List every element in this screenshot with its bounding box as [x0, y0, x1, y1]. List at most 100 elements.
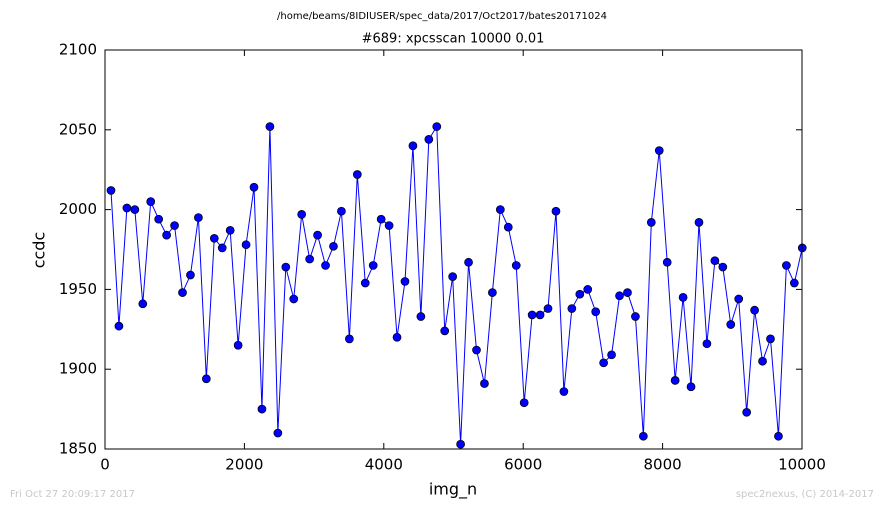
- data-point: [567, 304, 577, 313]
- data-point: [702, 339, 712, 349]
- credit: spec2nexus, (C) 2014-2017: [736, 489, 874, 500]
- data-point: [305, 254, 314, 264]
- data-point: [758, 356, 767, 366]
- data-point: [170, 221, 179, 230]
- data-point: [472, 345, 481, 355]
- data-point: [233, 340, 243, 350]
- data-point: [432, 122, 442, 131]
- data-point: [360, 278, 370, 288]
- data-point: [789, 278, 799, 288]
- data-point: [337, 206, 346, 216]
- data-point: [766, 334, 775, 344]
- y-axis-label: ccdc: [30, 232, 49, 269]
- y-tick-label: 2000: [59, 200, 97, 218]
- data-point: [281, 262, 291, 272]
- data-point: [297, 210, 307, 219]
- data-point: [615, 291, 624, 301]
- data-point: [416, 312, 426, 321]
- data-point: [408, 141, 418, 151]
- data-point: [186, 270, 195, 280]
- data-point: [440, 326, 450, 336]
- data-point: [710, 256, 720, 266]
- data-point: [114, 321, 124, 331]
- chart-title: /home/beams/8IDIUSER/spec_data/2017/Oct2…: [277, 11, 607, 22]
- x-axis-label: img_n: [429, 480, 477, 500]
- y-tick-label: 2050: [59, 120, 97, 138]
- data-point: [265, 122, 275, 131]
- data-point: [201, 374, 211, 384]
- data-point: [591, 307, 601, 317]
- x-tick-label: 8000: [644, 456, 682, 474]
- x-tick-label: 2000: [225, 456, 263, 474]
- data-point: [345, 334, 354, 344]
- data-point: [329, 241, 338, 251]
- data-point: [154, 214, 164, 224]
- data-point: [654, 146, 664, 155]
- data-point: [122, 203, 132, 213]
- data-point: [583, 285, 593, 294]
- data-point: [734, 294, 744, 304]
- data-point: [639, 431, 648, 441]
- data-point: [130, 205, 140, 214]
- data-point: [782, 261, 791, 270]
- data-point: [607, 350, 616, 360]
- data-point: [750, 305, 759, 315]
- plot-frame: [104, 49, 803, 450]
- data-point: [559, 387, 569, 396]
- data-point: [456, 439, 465, 449]
- data-point: [480, 379, 489, 388]
- data-point: [686, 382, 696, 392]
- data-point: [257, 404, 267, 414]
- data-point: [392, 332, 402, 342]
- data-point: [241, 240, 251, 250]
- data-point: [623, 288, 632, 297]
- data-point: [543, 304, 553, 313]
- data-point: [400, 277, 410, 286]
- data-point: [742, 407, 752, 417]
- data-point: [646, 218, 656, 227]
- data-line: [110, 124, 803, 445]
- data-point: [273, 428, 283, 438]
- data-point: [670, 376, 680, 385]
- y-tick-label: 1900: [59, 360, 97, 378]
- data-point: [718, 262, 728, 272]
- data-point: [384, 221, 394, 230]
- data-point: [225, 225, 235, 235]
- timestamp: Fri Oct 27 20:09:17 2017: [10, 489, 135, 500]
- data-point: [599, 358, 608, 368]
- data-point: [726, 320, 736, 329]
- data-point: [138, 299, 148, 309]
- data-point: [424, 135, 434, 144]
- y-tick-label: 2100: [59, 41, 97, 59]
- y-tick-label: 1850: [59, 440, 97, 458]
- x-tick-label: 6000: [504, 456, 542, 474]
- data-point: [495, 205, 505, 214]
- data-point: [289, 294, 299, 304]
- data-point: [376, 214, 386, 224]
- data-point: [535, 310, 545, 320]
- data-point: [575, 289, 585, 299]
- data-point: [146, 197, 156, 206]
- data-point: [631, 312, 640, 321]
- data-point: [503, 222, 513, 232]
- data-point: [464, 257, 473, 267]
- data-point: [249, 182, 259, 192]
- data-point: [368, 261, 378, 270]
- data-point: [313, 230, 322, 240]
- y-tick-label: 1950: [59, 280, 97, 298]
- data-point: [178, 288, 187, 297]
- x-tick-label: 4000: [365, 456, 403, 474]
- data-point: [217, 243, 227, 253]
- data-point: [511, 261, 521, 270]
- data-point: [551, 206, 561, 216]
- data-point: [774, 431, 783, 441]
- data-point: [527, 310, 537, 320]
- data-point: [488, 288, 497, 297]
- x-tick-label: 0: [100, 456, 110, 474]
- chart-subtitle: #689: xpcsscan 10000 0.01: [362, 32, 545, 47]
- data-point: [678, 293, 688, 302]
- x-tick-label: 10000: [778, 456, 826, 474]
- data-point: [448, 272, 458, 281]
- data-point: [162, 230, 171, 240]
